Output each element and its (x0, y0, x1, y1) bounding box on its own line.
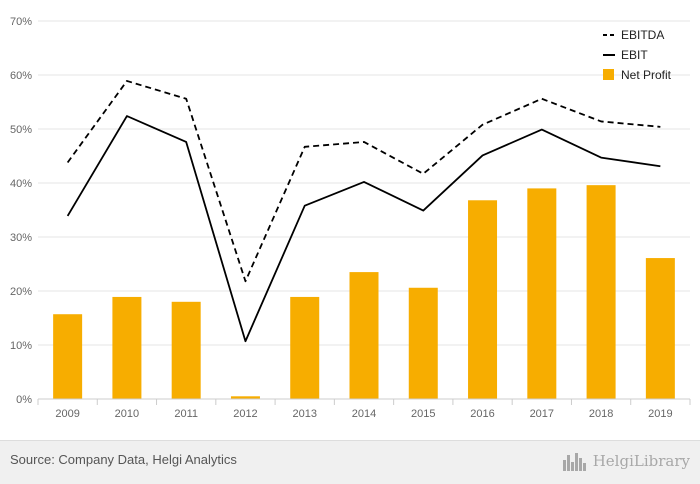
legend-label-net-profit: Net Profit (621, 68, 672, 82)
city-skyline-icon (562, 453, 586, 471)
net-profit-bar (230, 396, 260, 399)
net-profit-bars (53, 185, 675, 399)
x-tick-label: 2016 (470, 408, 494, 420)
y-tick-label: 20% (10, 286, 32, 298)
x-tick-label: 2018 (589, 408, 613, 420)
x-tick-label: 2009 (55, 408, 79, 420)
net-profit-bar (171, 301, 201, 399)
y-tick-label: 40% (10, 178, 32, 190)
x-tick-label: 2019 (648, 408, 672, 420)
net-profit-bar (53, 314, 83, 399)
x-tick-label: 2015 (411, 408, 435, 420)
net-profit-bar (586, 185, 616, 399)
y-tick-label: 0% (16, 394, 32, 406)
x-tick-label: 2017 (530, 408, 554, 420)
line-series (66, 80, 661, 343)
x-tick-label: 2012 (233, 408, 257, 420)
legend-label-ebit: EBIT (621, 48, 648, 62)
y-tick-label: 60% (10, 70, 32, 82)
y-tick-label: 30% (10, 232, 32, 244)
y-tick-label: 70% (10, 16, 32, 28)
chart: 0% 10% 20% 30% 40% 50% 60% 70% 2009 2010 2011 2012 2… (10, 16, 691, 420)
net-profit-bar (408, 287, 438, 399)
brand-name: HelgiLibrary (592, 452, 690, 470)
x-tick-label: 2013 (292, 408, 316, 420)
ebit-line (66, 115, 661, 343)
footer: Source: Company Data, Helgi Analytics He… (0, 440, 700, 484)
ebitda-line (66, 80, 661, 283)
legend-swatch-net-profit (603, 69, 614, 80)
legend: EBITDA EBIT Net Profit (603, 28, 672, 82)
axes: 0% 10% 20% 30% 40% 50% 60% 70% 2009 2010 2011 2012 2… (10, 16, 691, 420)
brand-logo[interactable]: HelgiLibrary (562, 449, 690, 473)
x-tick-label: 2010 (115, 408, 139, 420)
net-profit-bar (645, 258, 675, 399)
gridlines (38, 20, 690, 346)
net-profit-bar (349, 272, 379, 399)
x-tick-label: 2014 (352, 408, 376, 420)
legend-label-ebitda: EBITDA (621, 28, 664, 42)
x-tick-label: 2011 (174, 408, 198, 420)
net-profit-bar (468, 200, 498, 399)
net-profit-bar (527, 188, 557, 399)
net-profit-bar (112, 296, 142, 399)
source-note: Source: Company Data, Helgi Analytics (10, 452, 237, 467)
y-tick-label: 50% (10, 124, 32, 136)
y-tick-label: 10% (10, 340, 32, 352)
net-profit-bar (290, 296, 320, 399)
